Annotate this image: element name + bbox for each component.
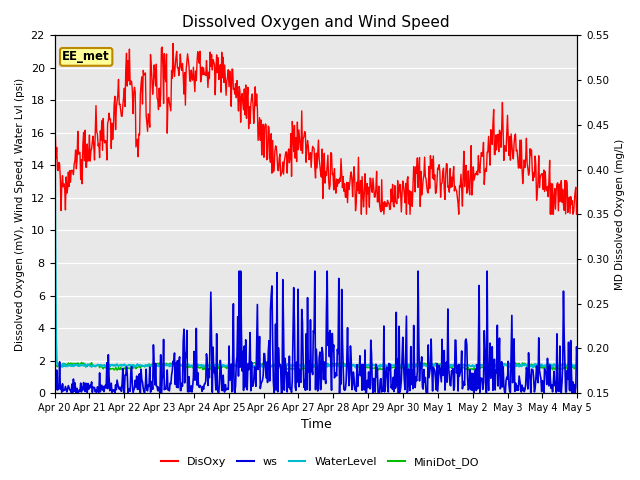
X-axis label: Time: Time: [301, 419, 332, 432]
Title: Dissolved Oxygen and Wind Speed: Dissolved Oxygen and Wind Speed: [182, 15, 450, 30]
Y-axis label: MD Dissolved Oxygen (mg/L): MD Dissolved Oxygen (mg/L): [615, 139, 625, 290]
Text: EE_met: EE_met: [62, 50, 110, 63]
Y-axis label: Dissolved Oxygen (mV), Wind Speed, Water Lvl (psi): Dissolved Oxygen (mV), Wind Speed, Water…: [15, 78, 25, 351]
Legend: DisOxy, ws, WaterLevel, MiniDot_DO: DisOxy, ws, WaterLevel, MiniDot_DO: [157, 452, 483, 472]
